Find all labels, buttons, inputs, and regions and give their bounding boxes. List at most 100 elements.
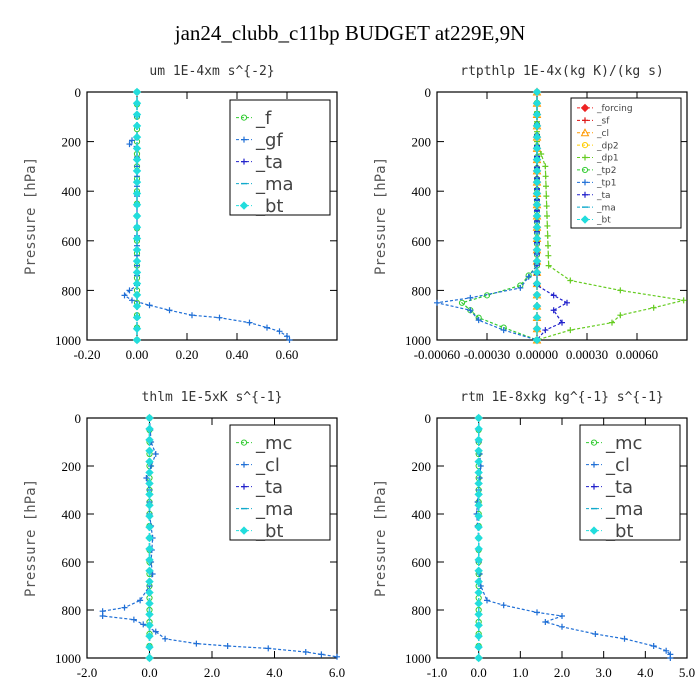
data-point [474,642,483,652]
series-line [460,92,538,341]
data-point [500,602,507,609]
data-point [532,223,542,232]
data-point [538,151,545,157]
legend-marker [590,439,598,446]
x-tick-label: 0.0 [471,665,487,680]
data-point [474,446,483,455]
data-point [474,522,483,532]
y-tick-label: 0 [425,411,432,426]
data-point [545,252,552,259]
data-point [145,610,154,619]
x-tick-label: -0.00030 [464,347,511,362]
data-point [132,211,142,221]
data-point [145,435,154,445]
legend-label: _ta [255,152,283,173]
data-point [145,490,154,499]
data-point [145,468,154,477]
data-point [145,457,154,466]
data-point [474,588,483,597]
data-point [145,544,154,554]
data-point [132,166,142,176]
data-point [532,177,542,187]
data-point [152,451,159,457]
data-point [542,619,549,625]
data-point [474,555,483,565]
data-point [145,522,154,532]
legend: _mc_cl_ta_ma_bt [229,424,331,542]
data-point [545,242,551,249]
series-tp1 [434,89,540,343]
legend-label: _gf [255,130,283,151]
data-point [474,468,483,477]
data-point [132,110,142,119]
y-axis-label: Pressure [hPa] [23,157,39,275]
x-tick-label: 0.00 [126,347,149,362]
data-point [132,177,142,187]
data-point [532,155,542,164]
y-tick-label: 1000 [405,651,431,666]
data-point [145,446,154,455]
legend-label: _cl [605,455,630,476]
data-point [559,623,565,630]
data-point [99,613,106,619]
y-tick-label: 600 [412,234,432,249]
x-tick-label: 0.00000 [516,347,558,362]
data-point [621,635,628,642]
data-point [474,511,483,521]
data-point [532,87,542,97]
data-point [567,327,574,334]
data-point [132,313,142,322]
legend-marker [239,526,249,535]
y-tick-label: 400 [62,184,82,199]
legend-label: _tp1 [596,178,616,188]
data-point [132,155,142,164]
y-axis-label: Pressure [hPa] [373,157,389,275]
data-point [667,655,674,661]
x-tick-label: -0.00060 [414,347,461,362]
data-point [146,302,153,309]
data-point [132,301,142,311]
data-point [543,203,550,210]
legend-marker [589,526,599,535]
data-point [467,307,474,314]
data-point [532,132,542,142]
data-point [132,256,142,266]
data-point [609,319,615,326]
data-point [132,290,142,300]
series-line [536,92,569,341]
legend-marker [582,154,588,161]
data-point [302,649,309,655]
data-point [264,324,270,331]
legend-label: _ma [255,499,294,520]
panel-title: um 1E-4xm s^{-2} [149,64,274,79]
data-point [532,268,542,277]
legend-marker [582,191,588,198]
legend-marker [240,114,248,121]
data-point [474,599,483,608]
data-point [246,319,253,326]
series-bt [532,87,542,345]
legend-marker [580,103,590,113]
data-point [532,234,542,243]
data-point [542,163,549,170]
data-point [532,99,542,108]
data-point [132,324,142,333]
data-point [617,287,624,294]
data-point [532,245,542,255]
data-point [474,490,483,499]
y-tick-label: 200 [412,459,432,474]
legend-label: _ta [596,191,611,201]
data-point [143,475,150,481]
legend: _f_gf_ta_ma_bt [229,99,331,217]
y-tick-label: 800 [412,603,432,618]
data-point [193,640,200,647]
data-point [224,643,231,649]
data-point [532,324,542,333]
y-tick-label: 1000 [55,651,81,666]
data-point [517,284,524,291]
legend-marker [591,461,597,468]
y-tick-label: 400 [412,507,432,522]
legend-label: _bt [605,521,633,542]
plot-frame [86,91,338,341]
legend-marker [582,179,588,186]
